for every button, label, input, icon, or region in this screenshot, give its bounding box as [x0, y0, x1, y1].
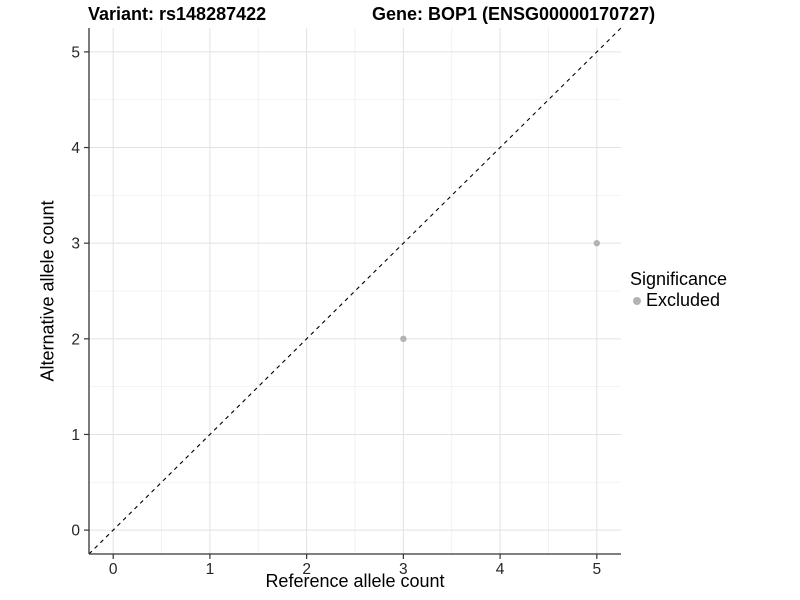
x-tick-label: 3 — [399, 561, 408, 578]
y-tick-label: 4 — [71, 140, 80, 157]
data-point — [400, 335, 407, 343]
y-tick-label: 2 — [71, 331, 80, 348]
y-tick-label: 1 — [71, 427, 80, 444]
legend-title: Significance — [630, 269, 728, 289]
legend-item-label: Excluded — [646, 290, 721, 310]
legend: Significance Excluded — [630, 269, 727, 311]
grid-major — [89, 28, 621, 554]
variant-title: Variant: rs148287422 — [88, 4, 267, 24]
x-tick-label: 5 — [593, 561, 602, 578]
excluded-point-swatch-icon — [633, 296, 641, 305]
x-tick-label: 4 — [496, 561, 505, 578]
y-tick-label: 0 — [71, 523, 80, 540]
grid-minor — [89, 28, 621, 554]
x-tick-label: 0 — [109, 561, 118, 578]
y-tick-label: 3 — [71, 236, 80, 253]
legend-item-excluded: Excluded — [630, 290, 727, 311]
y-axis-title: Alternative allele count — [37, 200, 58, 382]
data-point — [593, 239, 601, 247]
x-tick-label: 1 — [206, 561, 215, 578]
y-tick-label: 5 — [71, 44, 80, 61]
gene-title: Gene: BOP1 (ENSG00000170727) — [372, 4, 656, 24]
x-axis-title: Reference allele count — [265, 571, 445, 591]
x-tick-label: 2 — [302, 561, 311, 578]
data-points — [400, 239, 601, 343]
